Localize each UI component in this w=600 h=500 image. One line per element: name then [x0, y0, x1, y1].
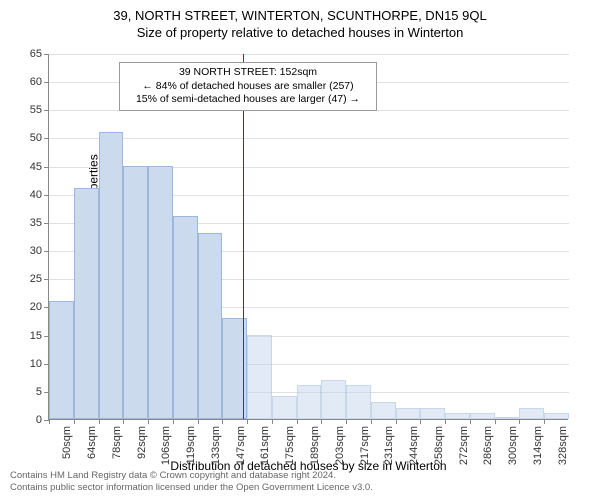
xtick-label: 92sqm [136, 426, 148, 466]
annotation-line: 39 NORTH STREET: 152sqm [126, 66, 370, 80]
ytick-label: 20 [20, 301, 42, 313]
ytick-mark [44, 110, 49, 111]
ytick-label: 45 [20, 161, 42, 173]
ytick-mark [44, 167, 49, 168]
xtick-label: 328sqm [557, 426, 569, 466]
xtick-mark [74, 419, 75, 424]
xtick-label: 133sqm [210, 426, 222, 466]
histogram-bar [247, 335, 272, 419]
xtick-label: 189sqm [309, 426, 321, 466]
xtick-label: 119sqm [185, 426, 197, 466]
page-title: 39, NORTH STREET, WINTERTON, SCUNTHORPE,… [0, 0, 600, 23]
xtick-mark [198, 419, 199, 424]
ytick-label: 50 [20, 132, 42, 144]
page-subtitle: Size of property relative to detached ho… [0, 23, 600, 40]
xtick-label: 147sqm [235, 426, 247, 466]
histogram-bar [470, 413, 495, 419]
footer-line-2: Contains public sector information licen… [10, 482, 373, 494]
xtick-mark [470, 419, 471, 424]
histogram-bar [123, 166, 148, 419]
xtick-mark [371, 419, 372, 424]
xtick-label: 203sqm [334, 426, 346, 466]
histogram-bar [346, 385, 371, 419]
xtick-label: 161sqm [259, 426, 271, 466]
xtick-mark [420, 419, 421, 424]
histogram-bar [173, 216, 198, 419]
ytick-mark [44, 251, 49, 252]
histogram-bar [74, 188, 99, 419]
xtick-mark [297, 419, 298, 424]
xtick-mark [99, 419, 100, 424]
ytick-label: 25 [20, 273, 42, 285]
annotation-box: 39 NORTH STREET: 152sqm← 84% of detached… [119, 62, 377, 111]
ytick-label: 65 [20, 48, 42, 60]
ytick-label: 60 [20, 76, 42, 88]
histogram-bar [198, 233, 223, 419]
histogram-bar [420, 408, 445, 419]
footer-line-1: Contains HM Land Registry data © Crown c… [10, 470, 373, 482]
xtick-label: 314sqm [532, 426, 544, 466]
xtick-label: 217sqm [359, 426, 371, 466]
histogram-bar [371, 402, 396, 419]
footer-attribution: Contains HM Land Registry data © Crown c… [10, 470, 373, 494]
gridline [49, 54, 569, 55]
annotation-line: ← 84% of detached houses are smaller (25… [126, 80, 370, 94]
gridline [49, 138, 569, 139]
annotation-line: 15% of semi-detached houses are larger (… [126, 93, 370, 107]
xtick-label: 286sqm [482, 426, 494, 466]
xtick-mark [495, 419, 496, 424]
ytick-label: 5 [20, 386, 42, 398]
histogram-bar [321, 380, 346, 419]
xtick-mark [148, 419, 149, 424]
ytick-mark [44, 223, 49, 224]
histogram-bar [445, 413, 470, 419]
ytick-label: 15 [20, 330, 42, 342]
xtick-mark [445, 419, 446, 424]
xtick-label: 272sqm [458, 426, 470, 466]
xtick-label: 175sqm [284, 426, 296, 466]
histogram-bar [495, 417, 520, 419]
plot-area: Number of detached properties Distributi… [48, 54, 568, 420]
xtick-label: 106sqm [160, 426, 172, 466]
ytick-mark [44, 54, 49, 55]
xtick-mark [272, 419, 273, 424]
xtick-label: 300sqm [507, 426, 519, 466]
xtick-label: 64sqm [86, 426, 98, 466]
ytick-label: 55 [20, 104, 42, 116]
ytick-mark [44, 195, 49, 196]
histogram-bar [519, 408, 544, 419]
xtick-mark [346, 419, 347, 424]
histogram-bar [99, 132, 124, 419]
xtick-label: 244sqm [408, 426, 420, 466]
ytick-label: 10 [20, 358, 42, 370]
xtick-label: 50sqm [61, 426, 73, 466]
histogram-bar [544, 413, 569, 419]
histogram-bar [148, 166, 173, 419]
ytick-label: 35 [20, 217, 42, 229]
ytick-label: 40 [20, 189, 42, 201]
xtick-mark [519, 419, 520, 424]
histogram-bar [272, 396, 297, 419]
histogram-bar [297, 385, 322, 419]
xtick-mark [173, 419, 174, 424]
xtick-mark [321, 419, 322, 424]
xtick-label: 231sqm [383, 426, 395, 466]
ytick-mark [44, 82, 49, 83]
ytick-label: 30 [20, 245, 42, 257]
xtick-label: 258sqm [433, 426, 445, 466]
xtick-mark [247, 419, 248, 424]
ytick-mark [44, 279, 49, 280]
xtick-mark [544, 419, 545, 424]
xtick-mark [49, 419, 50, 424]
xtick-mark [222, 419, 223, 424]
chart-container: Number of detached properties Distributi… [48, 54, 568, 420]
histogram-bar [49, 301, 74, 419]
xtick-mark [396, 419, 397, 424]
ytick-mark [44, 138, 49, 139]
xtick-label: 78sqm [111, 426, 123, 466]
xtick-mark [123, 419, 124, 424]
ytick-label: 0 [20, 414, 42, 426]
histogram-bar [396, 408, 421, 419]
